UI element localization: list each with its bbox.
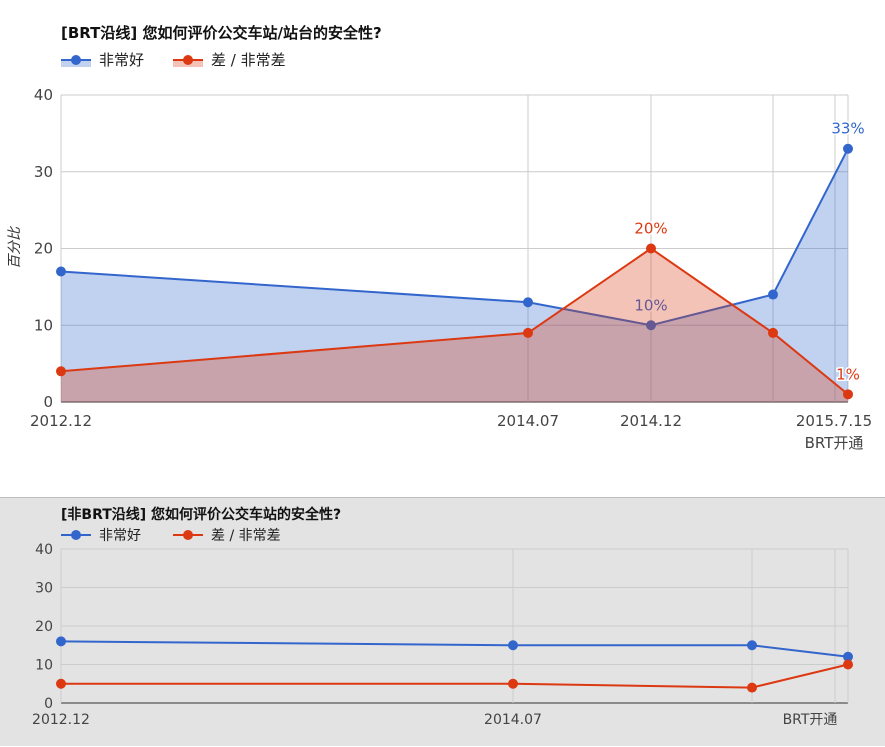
data-point-0-3 [768,289,778,300]
y-tick-label: 10 [34,316,53,334]
y-tick-label: 0 [44,696,53,712]
data-point-1-3 [768,327,778,338]
legend-label-1: 差 / 非常差 [211,528,281,544]
data-point-0-0 [56,636,66,647]
legend-marker-1 [183,55,193,65]
data-label-0-4: 33% [831,120,864,138]
data-point-1-3 [843,659,853,670]
legend-marker-0 [71,55,81,65]
data-point-1-2 [646,243,656,254]
legend-label-0: 非常好 [99,51,144,69]
data-point-1-2 [747,682,757,693]
data-point-0-4 [843,143,853,154]
data-point-0-0 [56,266,66,277]
legend-label-0: 非常好 [99,528,141,544]
data-point-0-2 [646,320,656,331]
legend-marker-1 [183,530,193,540]
series-area-1 [61,248,848,402]
data-label-1-2: 20% [634,220,667,238]
series-area-0 [61,148,848,402]
chart-title: [非BRT沿线] 您如何评价公交车站的安全性? [61,506,341,523]
y-tick-label: 20 [34,240,53,258]
data-point-0-1 [523,297,533,308]
x-tick-label: 2012.12 [32,712,90,728]
x-tick-label: 2014.07 [484,712,542,728]
y-tick-label: 10 [35,658,53,674]
y-tick-label: 40 [34,86,53,104]
brt-opening-annotation: BRT开通 [805,434,864,452]
non-brt-chart-panel: [非BRT沿线] 您如何评价公交车站的安全性? 非常好 差 / 非常差 0 10 20 30… [0,497,885,746]
y-tick-label: 30 [34,163,53,181]
data-point-0-2 [747,640,757,651]
data-label-0-2: 10% [634,296,667,314]
y-tick-label: 30 [35,581,53,597]
series-line-1 [61,663,849,689]
data-point-1-4 [843,389,853,400]
data-point-1-0 [56,366,66,377]
data-point-0-1 [508,640,518,651]
legend-marker-0 [71,530,81,540]
data-point-1-0 [56,678,66,689]
y-tick-label: 0 [43,393,53,411]
data-point-0-3 [843,651,853,662]
legend-label-1: 差 / 非常差 [211,51,286,69]
data-point-1-1 [508,678,518,689]
y-axis-title: 百分比 [7,225,23,269]
brt-chart-panel: [BRT沿线] 您如何评价公交车站/站台的安全性? 非常好 差 / 非常差 0 10 20… [7,24,873,452]
x-tick-label: 2012.12 [30,412,92,430]
x-tick-label: 2014.07 [497,412,559,430]
y-tick-label: 40 [35,542,53,558]
x-tick-label: 2014.12 [620,412,682,430]
data-label-1-4: 1% [836,365,860,383]
series-line-0 [60,640,849,658]
brt-area-chart: [BRT沿线] 您如何评价公交车站/站台的安全性? 非常好 差 / 非常差 0 10 20… [7,24,872,452]
non-brt-line-chart: [非BRT沿线] 您如何评价公交车站的安全性? 非常好 差 / 非常差 0 10 20 30… [32,506,853,728]
chart-title: [BRT沿线] 您如何评价公交车站/站台的安全性? [61,24,382,42]
x-tick-label: 2015.7.15 [796,412,872,430]
data-point-1-1 [523,327,533,338]
brt-opening-annotation: BRT开通 [783,712,838,728]
y-tick-label: 20 [35,619,53,635]
